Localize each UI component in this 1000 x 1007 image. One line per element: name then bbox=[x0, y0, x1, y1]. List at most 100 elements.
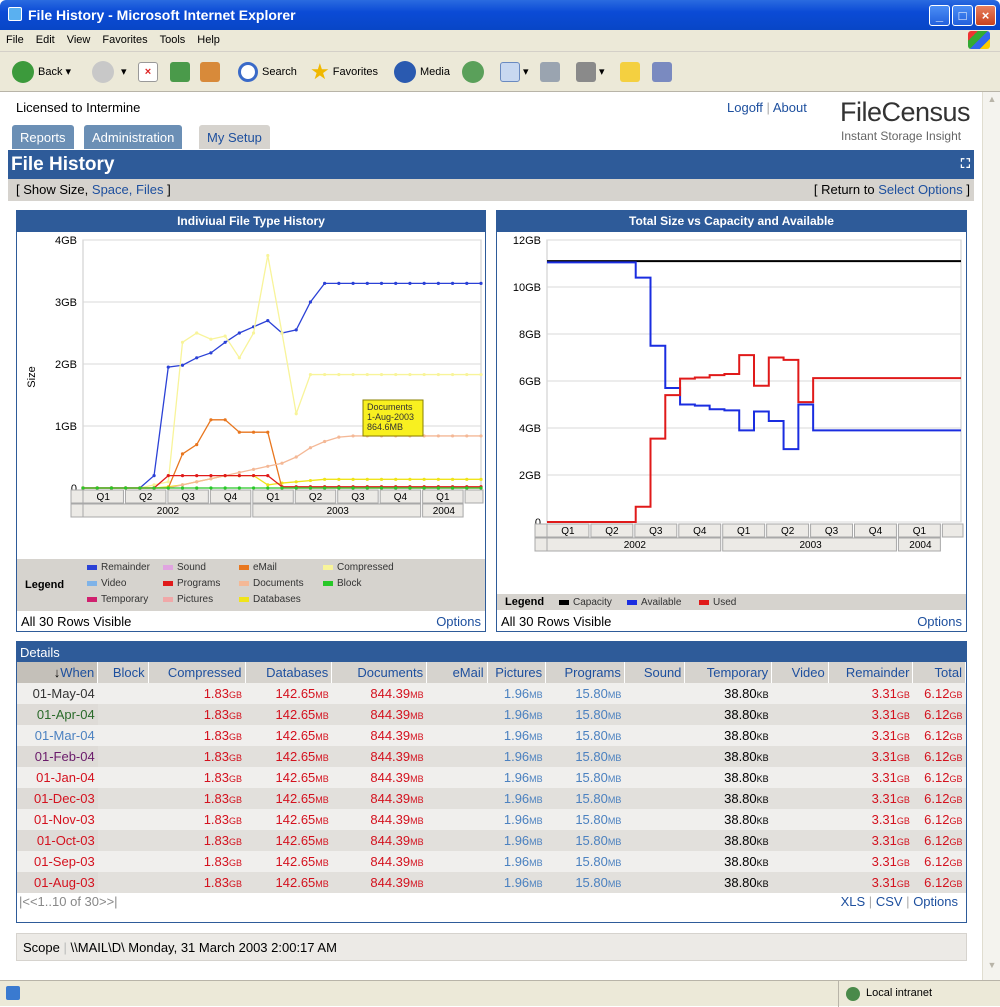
cell-pictures: 1.96MB bbox=[487, 704, 546, 725]
home-button[interactable] bbox=[200, 59, 220, 85]
cell-total: 6.12GB bbox=[912, 851, 966, 872]
cell-unit: GB bbox=[229, 879, 243, 889]
cell-value: 844.39 bbox=[370, 812, 411, 827]
print-button[interactable] bbox=[540, 59, 560, 85]
stop-button[interactable]: × bbox=[138, 59, 158, 85]
legend-item-sound: Sound bbox=[163, 562, 206, 573]
show-files-link[interactable]: Files bbox=[136, 182, 164, 197]
menu-file[interactable]: File bbox=[6, 34, 24, 46]
cell-value: 142.65 bbox=[275, 854, 316, 869]
about-link[interactable]: About bbox=[772, 100, 807, 115]
minimize-button[interactable]: _ bbox=[929, 5, 950, 26]
cell-value: 1.96 bbox=[503, 686, 530, 701]
scroll-down-icon[interactable]: ▼ bbox=[987, 960, 997, 970]
refresh-button[interactable] bbox=[170, 59, 190, 85]
brand-logo: FileCensus bbox=[840, 97, 971, 127]
column-header-compressed[interactable]: Compressed bbox=[148, 662, 246, 683]
column-header-video[interactable]: Video bbox=[771, 662, 829, 683]
menu-view[interactable]: View bbox=[66, 34, 91, 46]
table-row[interactable]: 01-Oct-03 1.83GB 142.65MB 844.39MB 1.96MB 15.… bbox=[17, 830, 966, 851]
point-remainder bbox=[436, 281, 440, 285]
cell-unit: GB bbox=[949, 795, 963, 805]
scroll-up-icon[interactable]: ▲ bbox=[987, 94, 997, 104]
tab-administration[interactable]: Administration bbox=[84, 125, 183, 149]
cell-databases: 142.65MB bbox=[245, 725, 332, 746]
legend-label: eMail bbox=[253, 562, 277, 573]
menu-tools[interactable]: Tools bbox=[159, 34, 186, 46]
close-button[interactable]: × bbox=[975, 5, 996, 26]
column-header-total[interactable]: Total bbox=[912, 662, 966, 683]
discuss-button[interactable] bbox=[620, 59, 640, 85]
chart2-options-link[interactable]: Options bbox=[917, 614, 962, 629]
column-header-remainder[interactable]: Remainder bbox=[828, 662, 914, 683]
search-button[interactable]: Search bbox=[238, 59, 297, 85]
cell-pictures: 1.96MB bbox=[487, 830, 546, 851]
select-options-link[interactable]: Select Options bbox=[878, 182, 963, 197]
x-tick-label: Q1 bbox=[737, 526, 751, 537]
point-databases bbox=[450, 477, 455, 481]
export-separator: | bbox=[868, 894, 873, 909]
table-row[interactable]: 01-Feb-04 1.83GB 142.65MB 844.39MB 1.96MB 15.… bbox=[17, 746, 966, 767]
column-header-sound[interactable]: Sound bbox=[624, 662, 686, 683]
column-header-programs[interactable]: Programs bbox=[545, 662, 625, 683]
show-space-link[interactable]: Space, bbox=[91, 182, 133, 197]
menu-edit[interactable]: Edit bbox=[35, 34, 55, 46]
point-block bbox=[294, 486, 298, 490]
logoff-link[interactable]: Logoff bbox=[727, 100, 763, 115]
history-button[interactable] bbox=[462, 59, 488, 85]
scope-separator: | bbox=[63, 940, 67, 955]
column-header-email[interactable]: eMail bbox=[426, 662, 488, 683]
column-header-when[interactable]: ↓When bbox=[17, 662, 99, 683]
column-header-databases[interactable]: Databases bbox=[245, 662, 333, 683]
chart1-options-link[interactable]: Options bbox=[436, 614, 481, 629]
table-row[interactable]: 01-Dec-03 1.83GB 142.65MB 844.39MB 1.96MB 15.… bbox=[17, 788, 966, 809]
csv-link[interactable]: CSV bbox=[875, 894, 903, 909]
table-row[interactable]: 01-Sep-03 1.83GB 142.65MB 844.39MB 1.96MB 15.… bbox=[17, 851, 966, 872]
cell-unit: MB bbox=[315, 816, 329, 826]
details-options-link[interactable]: Options bbox=[913, 894, 958, 909]
cell-email bbox=[426, 767, 488, 788]
mail-button[interactable]: ▾ bbox=[500, 59, 529, 85]
point-block bbox=[422, 486, 426, 490]
favorites-button[interactable]: ★ Favorites bbox=[310, 59, 379, 85]
column-header-temporary[interactable]: Temporary bbox=[684, 662, 773, 683]
xls-link[interactable]: XLS bbox=[840, 894, 866, 909]
back-button[interactable]: Back ▾ bbox=[12, 59, 71, 85]
chart2-legend-title: Legend bbox=[505, 596, 545, 608]
pager[interactable]: |<<1..10 of 30>>| bbox=[19, 894, 118, 909]
forward-button[interactable]: ▾ bbox=[92, 59, 127, 85]
file-type-history-panel: Indiviual File Type History 4GB 3GB 2GB 1GB… bbox=[16, 210, 486, 632]
column-header-block[interactable]: Block bbox=[97, 662, 149, 683]
x-tick-label: Q1 bbox=[561, 526, 575, 537]
legend-label: Block bbox=[337, 578, 362, 589]
legend-item-used: Used bbox=[699, 597, 736, 608]
tab-my-setup[interactable]: My Setup bbox=[199, 125, 270, 149]
expand-icon[interactable]: ⛶ bbox=[960, 156, 970, 171]
table-row[interactable]: 01-Nov-03 1.83GB 142.65MB 844.39MB 1.96MB 15.… bbox=[17, 809, 966, 830]
tab-reports[interactable]: Reports bbox=[12, 125, 74, 149]
cell-pictures: 1.96MB bbox=[487, 851, 546, 872]
browser-toolbar: Back ▾ ▾ × Search ★ Favorites Media ▾ ▾ bbox=[0, 52, 1000, 92]
cell-unit: MB bbox=[410, 837, 424, 847]
media-button[interactable]: Media bbox=[394, 59, 450, 85]
table-row[interactable]: 01-Aug-03 1.83GB 142.65MB 844.39MB 1.96MB 15.… bbox=[17, 872, 966, 893]
table-row[interactable]: 01-Jan-04 1.83GB 142.65MB 844.39MB 1.96MB 15.… bbox=[17, 767, 966, 788]
cell-value: 3.31 bbox=[871, 770, 897, 785]
cell-when: 01-Mar-04 bbox=[17, 725, 98, 746]
year-cell bbox=[252, 503, 422, 518]
cell-value: 844.39 bbox=[370, 728, 411, 743]
table-row[interactable]: 01-Mar-04 1.83GB 142.65MB 844.39MB 1.96MB 15.… bbox=[17, 725, 966, 746]
maximize-button[interactable]: □ bbox=[952, 5, 973, 26]
table-row[interactable]: 01-May-04 1.83GB 142.65MB 844.39MB 1.96MB 15.… bbox=[17, 683, 966, 704]
messenger-button[interactable] bbox=[652, 59, 672, 85]
vertical-scrollbar[interactable]: ▲ ▼ bbox=[982, 92, 1000, 980]
column-header-documents[interactable]: Documents bbox=[331, 662, 428, 683]
menu-favorites[interactable]: Favorites bbox=[102, 34, 148, 46]
column-header-pictures[interactable]: Pictures bbox=[487, 662, 547, 683]
edit-button[interactable]: ▾ bbox=[576, 59, 605, 85]
table-row[interactable]: 01-Apr-04 1.83GB 142.65MB 844.39MB 1.96MB 15.… bbox=[17, 704, 966, 725]
menu-help[interactable]: Help bbox=[197, 34, 220, 46]
point-block bbox=[465, 486, 469, 490]
cell-unit: MB bbox=[410, 711, 424, 721]
point-documents bbox=[280, 461, 284, 465]
